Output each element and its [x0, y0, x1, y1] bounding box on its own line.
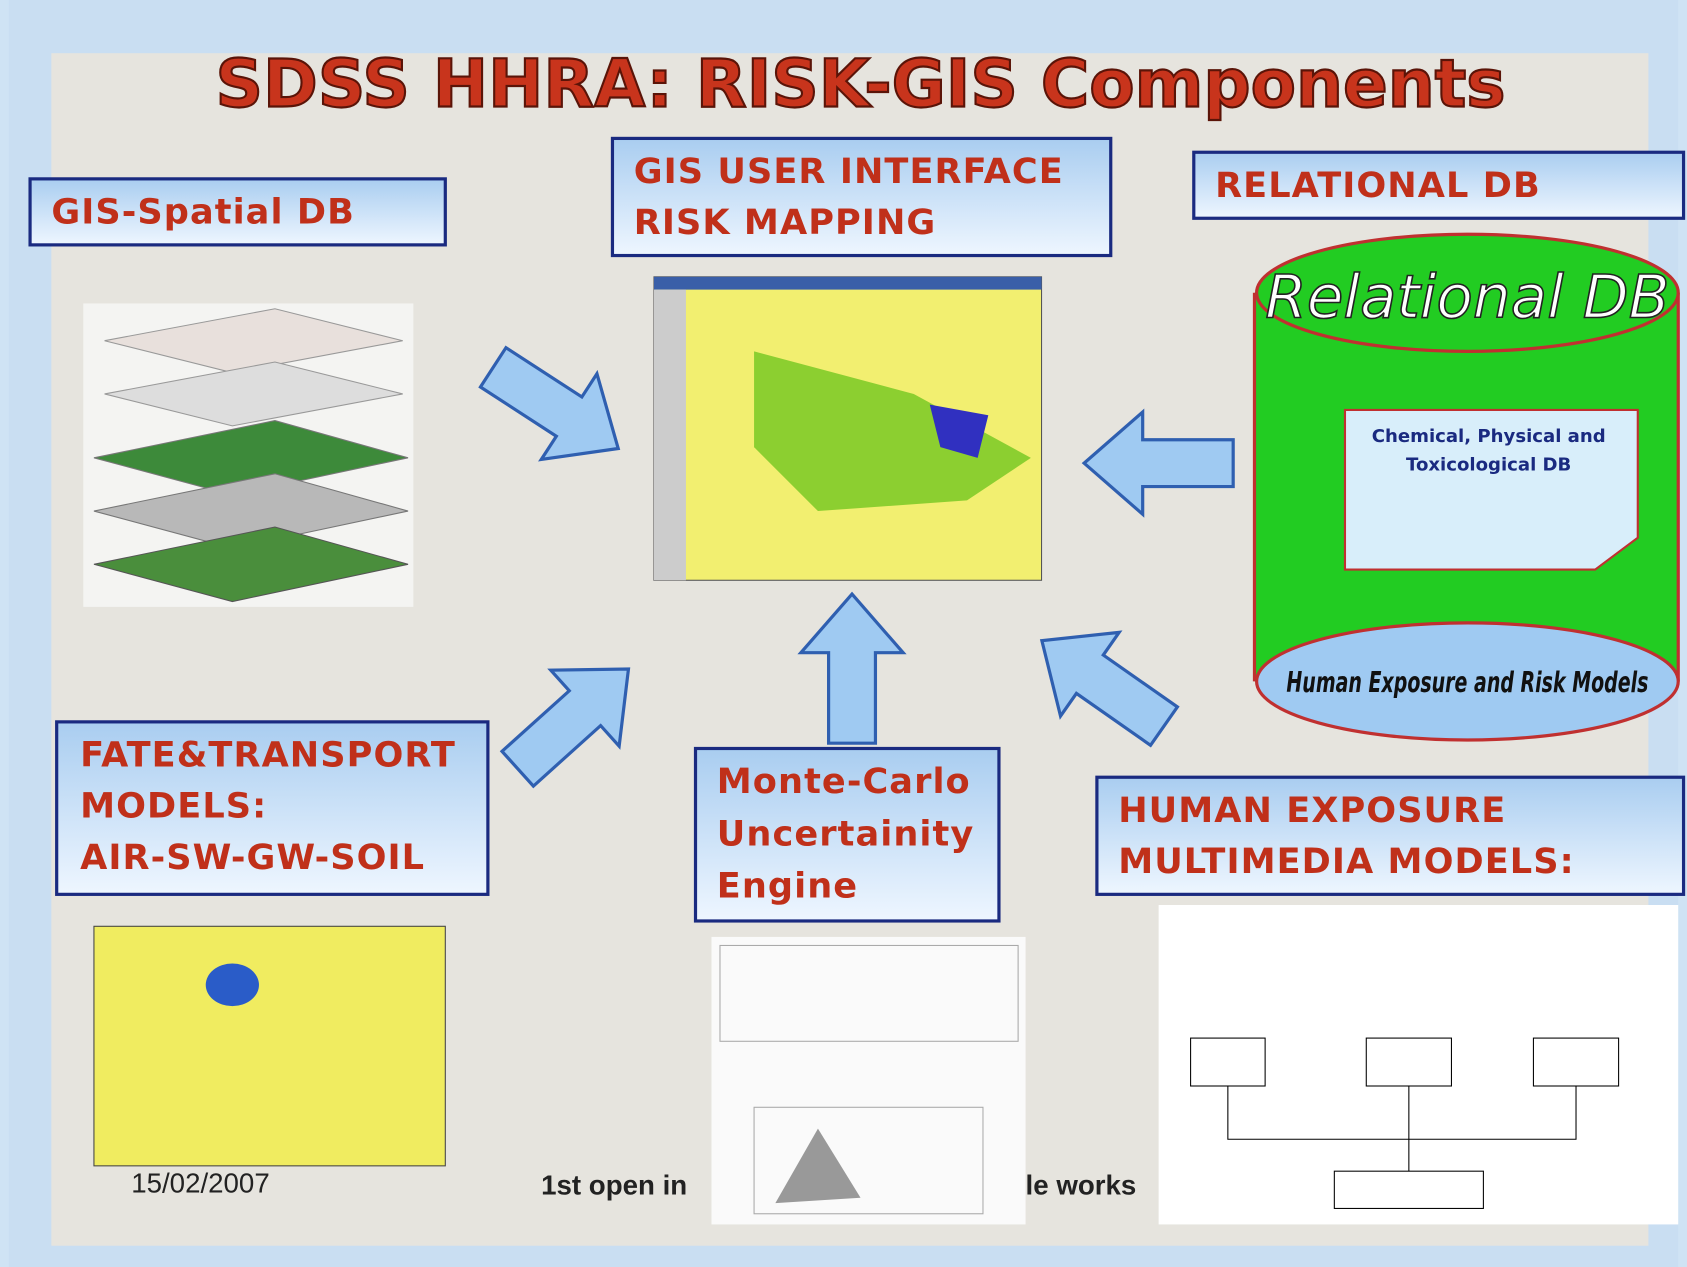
box-label: MULTIMEDIA MODELS:: [1118, 841, 1575, 882]
footer-text: 1st open in: [541, 1170, 687, 1201]
slide: SDSS HHRA: RISK-GIS Components: [0, 0, 1687, 1267]
box-label: Uncertainity: [717, 813, 975, 854]
box-label: AIR-SW-GW-SOIL: [80, 837, 425, 878]
box-label: GIS-Spatial DB: [51, 192, 355, 233]
gis-screenshot: [654, 277, 1042, 580]
pollution-map: [94, 926, 445, 1166]
footer-date: 15/02/2007: [131, 1167, 270, 1198]
box-label: MODELS:: [80, 786, 267, 827]
footer-text: le works: [1026, 1170, 1137, 1201]
cylinder-title: Relational DB: [1265, 263, 1669, 332]
box-label: HUMAN EXPOSURE: [1118, 790, 1506, 831]
exposure-diagram: [1159, 905, 1679, 1224]
note-text: Toxicological DB: [1406, 455, 1571, 476]
box-label: RELATIONAL DB: [1215, 165, 1541, 206]
box-label: Monte-Carlo: [717, 761, 971, 802]
box-label: Engine: [717, 866, 858, 907]
layered-map-image: [83, 303, 413, 606]
box-label: FATE&TRANSPORT: [80, 735, 456, 776]
monte-carlo-charts: [711, 937, 1025, 1224]
slide-title: SDSS HHRA: RISK-GIS Components: [216, 45, 1506, 122]
cylinder-bottom: Human Exposure and Risk Models: [1286, 665, 1648, 699]
box-label: RISK MAPPING: [634, 202, 937, 243]
box-label: GIS USER INTERFACE: [634, 151, 1064, 192]
note-text: Chemical, Physical and: [1372, 426, 1606, 447]
